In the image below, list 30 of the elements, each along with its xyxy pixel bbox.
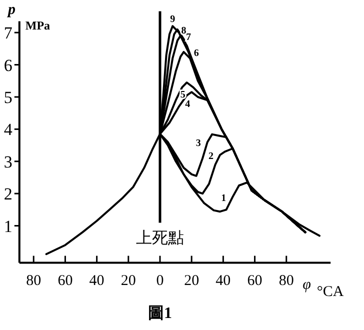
y-tick-label: 2 (4, 184, 12, 204)
x-tick-label: 20 (120, 272, 136, 289)
x-tick-label: 40 (89, 272, 104, 289)
series-label: 3 (196, 138, 201, 150)
series-label: 5 (180, 89, 186, 100)
y-tick-label: 5 (4, 88, 12, 107)
x-tick-label: 40 (216, 272, 231, 289)
series-label: 7 (186, 32, 192, 43)
series-label: 2 (208, 150, 214, 162)
y-axis-title: p (6, 2, 16, 18)
series-label: 8 (181, 25, 186, 36)
y-tick-label: 4 (4, 120, 13, 140)
x-tick-label: 60 (58, 272, 73, 289)
x-tick-label: 80 (278, 272, 294, 289)
series-label: 1 (221, 192, 226, 204)
x-axis-title: φ °CA (302, 276, 344, 300)
y-tick-label: 6 (4, 56, 12, 75)
x-tick-label: 60 (247, 272, 262, 289)
y-tick-label: 1 (4, 216, 12, 236)
y-tick-label: 3 (4, 152, 12, 172)
x-tick-label: 0 (156, 272, 164, 289)
text: 圖1 (148, 304, 172, 322)
series-label: 6 (194, 48, 199, 59)
series-label: 9 (170, 14, 176, 26)
ref-line-label: 上死點 (136, 228, 184, 247)
x-tick-label: 80 (26, 272, 42, 289)
x-tick-label: 20 (184, 272, 200, 289)
annotation: MPa (25, 18, 50, 32)
series-label: 4 (185, 99, 190, 110)
y-tick-label: 7 (4, 24, 13, 43)
